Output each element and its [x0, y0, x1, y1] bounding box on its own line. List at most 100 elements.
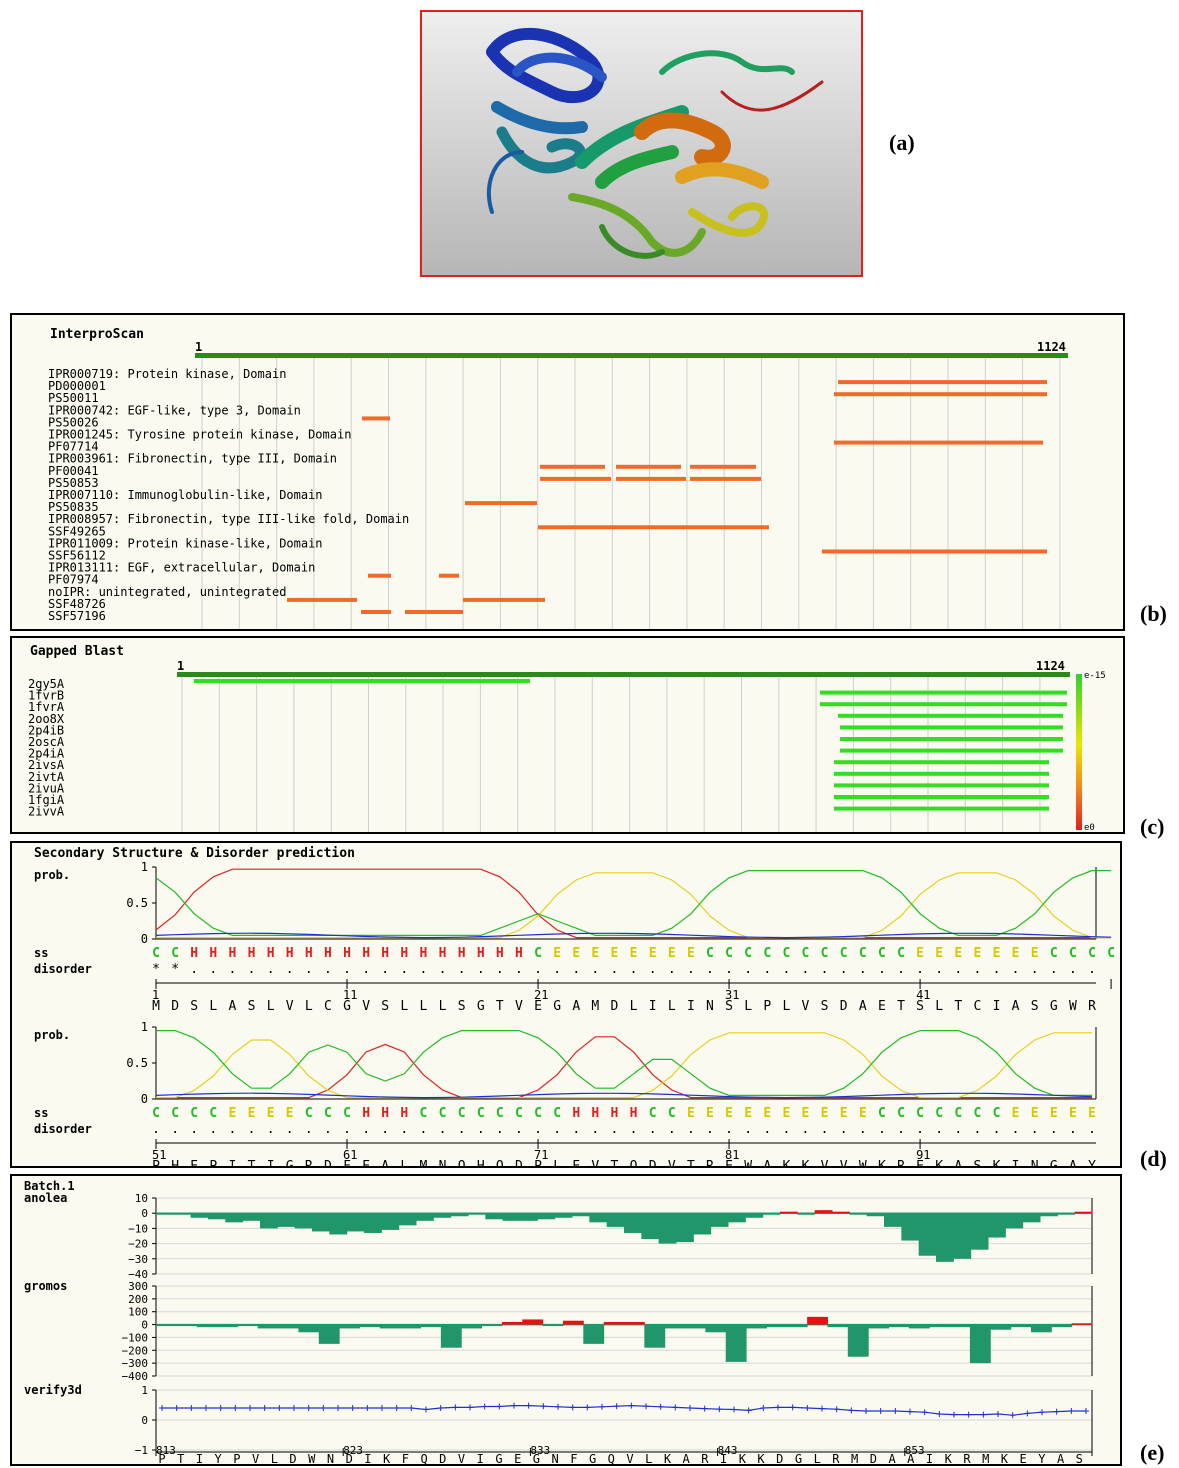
strand-probability-curve	[156, 872, 1112, 939]
y-tick-label: 0	[141, 1319, 148, 1332]
disorder-char: .	[209, 1122, 217, 1137]
ss-state-char: C	[897, 946, 905, 961]
ss-state-char: H	[458, 946, 466, 961]
domain-hit-segment	[439, 573, 459, 578]
ss-state-char: E	[840, 1106, 848, 1121]
residue-char: C	[973, 999, 981, 1014]
residue-char: K	[782, 1159, 790, 1166]
anolea-bar	[485, 1213, 504, 1220]
disorder-char: .	[190, 1122, 198, 1137]
ss-state-char: C	[534, 946, 542, 961]
disorder-char: .	[228, 1122, 236, 1137]
residue-char: L	[814, 1452, 821, 1464]
residue-char: I	[228, 1159, 236, 1166]
ss-state-char: H	[477, 946, 485, 961]
ss-state-char: C	[152, 1106, 160, 1121]
residue-number: 823	[343, 1444, 363, 1457]
ss-state-char: C	[420, 1106, 428, 1121]
gromos-bar	[318, 1324, 340, 1344]
domain-hit-segment	[834, 440, 1043, 445]
residue-char: C	[324, 999, 332, 1014]
residue-char: G	[495, 1452, 502, 1464]
y-tick-label: 0	[141, 1414, 148, 1427]
residue-char: L	[420, 999, 428, 1014]
residue-char: S	[248, 999, 256, 1014]
ss-state-char: E	[687, 946, 695, 961]
residue-char: L	[439, 999, 447, 1014]
anolea-bar	[728, 1213, 746, 1223]
gromos-bar	[929, 1324, 951, 1328]
residue-char: V	[515, 999, 523, 1014]
residue-number: 31	[725, 988, 739, 1002]
gromos-bar	[1030, 1324, 1052, 1333]
residue-char: T	[687, 1159, 695, 1166]
disorder-char: .	[324, 962, 332, 977]
residue-char: R	[701, 1452, 709, 1464]
disorder-char: .	[935, 1122, 943, 1137]
blast-hit-segment	[840, 725, 1063, 730]
ss-state-char: C	[1088, 946, 1096, 961]
residue-char: D	[171, 999, 179, 1014]
anolea-bar	[398, 1213, 417, 1226]
disorder-char: .	[228, 962, 236, 977]
blast-hit-segment	[194, 679, 530, 683]
gromos-bar	[237, 1324, 259, 1327]
ss-state-char: E	[668, 946, 676, 961]
residue-char: M	[591, 999, 599, 1014]
residue-number: 91	[916, 1148, 930, 1162]
disorder-char: .	[1069, 1122, 1077, 1137]
residue-char: T	[897, 999, 905, 1014]
residue-number: 843	[718, 1444, 738, 1457]
ss-state-char: H	[362, 1106, 370, 1121]
disorder-char: .	[706, 1122, 714, 1137]
blast-hit-label: 1fgiA	[28, 793, 65, 807]
ss-state-char: E	[1012, 946, 1020, 961]
anolea-bar	[884, 1213, 902, 1227]
ss-state-char: H	[611, 1106, 619, 1121]
blast-hit-segment	[834, 760, 1049, 765]
ss-state-char: C	[878, 1106, 886, 1121]
gromos-bar	[868, 1324, 890, 1329]
disorder-char: .	[1069, 962, 1077, 977]
residue-char: F	[343, 1159, 351, 1166]
ss-state-char: E	[267, 1106, 275, 1121]
residue-char: E	[916, 1159, 924, 1166]
residue-char: G	[1050, 1159, 1058, 1166]
residue-char: R	[897, 1159, 905, 1166]
blast-hit-label: 2ivuA	[28, 781, 65, 795]
domain-row-label: IPR008957: Fibronectin, type III-like fo…	[48, 512, 409, 526]
ss-state-char: C	[840, 946, 848, 961]
residue-char: H	[171, 1159, 179, 1166]
blast-hit-label: 2ivvA	[28, 805, 65, 819]
ss-state-char: E	[228, 1106, 236, 1121]
residue-char: G	[553, 999, 561, 1014]
anolea-bar	[797, 1213, 816, 1215]
ss-state-char: E	[859, 1106, 867, 1121]
blast-hit-segment	[820, 702, 1067, 707]
disorder-char: *	[152, 962, 160, 977]
disorder-char: .	[668, 1122, 676, 1137]
domain-row-label: noIPR: unintegrated, unintegrated	[48, 585, 286, 599]
anolea-bar	[866, 1213, 885, 1217]
anolea-bar	[520, 1213, 538, 1221]
residue-char: L	[400, 999, 408, 1014]
residue-char: D	[324, 1159, 332, 1166]
anolea-bar	[364, 1213, 382, 1233]
y-tick-label: 0	[141, 1207, 148, 1220]
gromos-bar	[725, 1324, 747, 1362]
y-tick-label: 0.5	[126, 1056, 148, 1070]
domain-hit-segment	[405, 610, 463, 614]
gromos-bar	[156, 1324, 177, 1327]
disorder-char: .	[897, 962, 905, 977]
disorder-char: .	[782, 962, 790, 977]
disorder-char: .	[1031, 962, 1039, 977]
residue-char: L	[935, 999, 943, 1014]
disorder-char: .	[553, 962, 561, 977]
residue-char: L	[645, 1452, 652, 1464]
gromos-bar	[644, 1324, 666, 1348]
ss-state-char: E	[611, 946, 619, 961]
disorder-char: .	[878, 962, 886, 977]
disorder-char: .	[802, 1122, 810, 1137]
y-tick-label: −300	[122, 1357, 149, 1370]
anolea-bar	[606, 1213, 625, 1227]
